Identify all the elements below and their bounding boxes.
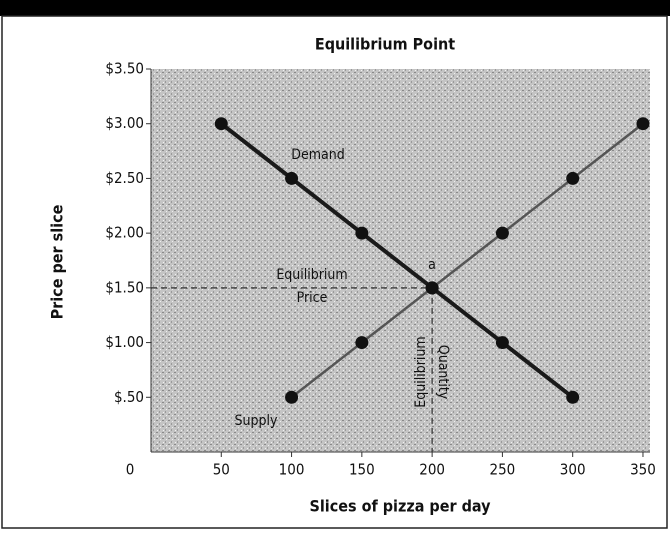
y-axis-label: Price per slice — [48, 204, 67, 319]
point — [285, 390, 299, 404]
y-tick-label: $2.00 — [105, 224, 144, 242]
x-tick-label: 350 — [630, 461, 656, 479]
annotation: Equilibrium — [276, 267, 347, 283]
series-label: Supply — [235, 413, 278, 429]
point — [636, 117, 650, 131]
y-tick-label: $2.50 — [105, 169, 144, 187]
series-line — [220, 122, 574, 399]
x-tick-label: 200 — [419, 461, 445, 479]
annotation: Equilibrium — [413, 336, 429, 407]
point — [495, 336, 509, 350]
point — [425, 281, 439, 295]
series-line — [290, 122, 644, 399]
x-tick-label: 50 — [213, 461, 230, 479]
point — [566, 171, 580, 185]
y-tick-label: $1.00 — [105, 333, 144, 351]
point — [355, 226, 369, 240]
x-tick-label: 100 — [279, 461, 305, 479]
y-tick-label: $1.50 — [105, 278, 144, 296]
x-tick-label: 300 — [560, 461, 586, 479]
y-tick-label: $3.50 — [105, 60, 144, 78]
point — [355, 336, 369, 350]
annotation: Quantity — [435, 345, 451, 400]
series-label: Demand — [291, 147, 344, 163]
top-bar — [0, 0, 670, 16]
x-tick-label: 150 — [349, 461, 375, 479]
x-axis-label: Slices of pizza per day — [309, 497, 491, 516]
point — [285, 171, 299, 185]
origin-label: 0 — [126, 461, 135, 479]
y-tick-label: $3.00 — [105, 114, 144, 132]
annotation: a — [428, 257, 436, 273]
point — [214, 117, 228, 131]
y-tick-label: $.50 — [114, 388, 144, 406]
point — [495, 226, 509, 240]
point — [566, 390, 580, 404]
chart-title: Equilibrium Point — [315, 35, 455, 54]
frame — [1, 15, 668, 529]
x-tick-label: 250 — [490, 461, 516, 479]
annotation: Price — [297, 290, 328, 306]
